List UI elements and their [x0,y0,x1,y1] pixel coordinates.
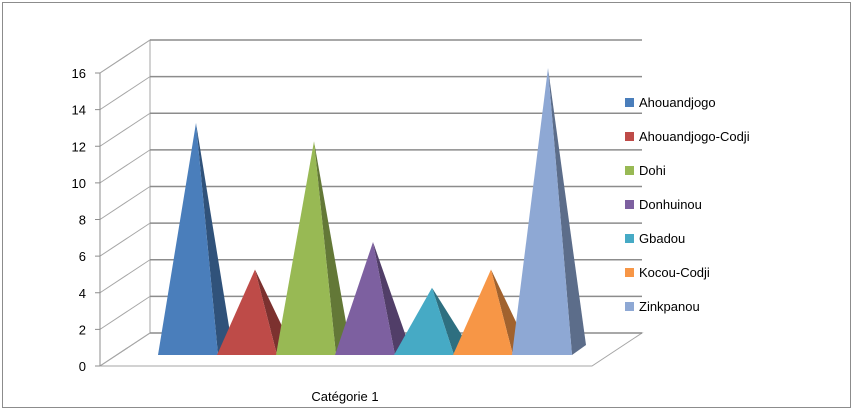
pyramid-side-face [314,141,350,355]
legend-label: Gbadou [639,231,685,246]
legend-label: Zinkpanou [639,299,700,314]
pyramid-front-face [453,269,513,355]
pyramid-dohi [276,141,350,355]
legend-swatch [625,166,634,175]
legend-swatch [625,234,634,243]
pyramid-front-face [276,141,336,355]
pyramid-zinkpanou [512,68,586,356]
legend-label: Donhuinou [639,197,702,212]
y-tick-label: 0 [79,359,86,374]
legend-item: Ahouandjogo [625,95,716,110]
gridline-side [99,222,151,257]
y-tick-label: 8 [79,213,86,228]
pyramid-front-face [512,68,572,356]
legend-label: Ahouandjogo [639,95,716,110]
legend-item: Dohi [625,163,666,178]
y-tick-label: 4 [79,286,86,301]
pyramid-bars [158,68,586,356]
pyramid-side-face [196,122,232,355]
gridline-side [99,259,151,294]
y-tick-label: 2 [79,322,86,337]
pyramid-side-face [373,242,409,355]
pyramid-side-face [548,68,586,356]
legend-swatch [625,268,634,277]
pyramid-front-face [335,242,395,355]
legend-swatch [625,200,634,209]
pyramid-donhuinou [335,242,409,355]
legend-item: Gbadou [625,231,685,246]
legend-item: Ahouandjogo-Codji [625,129,750,144]
gridline-side [99,149,151,184]
y-tick-label: 16 [72,66,86,81]
legend-swatch [625,98,634,107]
pyramid-gbadou [394,287,468,355]
gridline-side [99,186,151,220]
y-tick-label: 6 [79,249,86,264]
pyramid-front-face [158,122,218,355]
legend-label: Ahouandjogo-Codji [639,129,750,144]
legend-swatch [625,132,634,141]
pyramid-ahouandjogo [158,122,232,355]
y-tick-label: 10 [72,176,86,191]
pyramid-front-face [394,287,454,355]
legend-label: Dohi [639,163,666,178]
pyramid-side-face [432,287,468,355]
category-label: Catégorie 1 [311,389,378,404]
gridline-side [99,76,151,111]
legend-item: Zinkpanou [625,299,700,314]
legend-item: Donhuinou [625,197,702,212]
y-tick-label: 12 [72,139,86,154]
pyramid-front-face [217,269,277,355]
gridline-side [99,295,151,330]
gridline-side [99,332,151,367]
legend-item: Kocou-Codji [625,265,710,280]
y-tick-label: 14 [72,103,86,118]
gridline-side [99,39,151,74]
legend-label: Kocou-Codji [639,265,710,280]
gridline-side [99,112,151,147]
y-axis-ticks: 0 2 4 6 8 10 12 14 16 [72,66,101,374]
legend: Ahouandjogo Ahouandjogo-Codji Dohi Donhuino… [625,95,750,314]
legend-swatch [625,302,634,311]
